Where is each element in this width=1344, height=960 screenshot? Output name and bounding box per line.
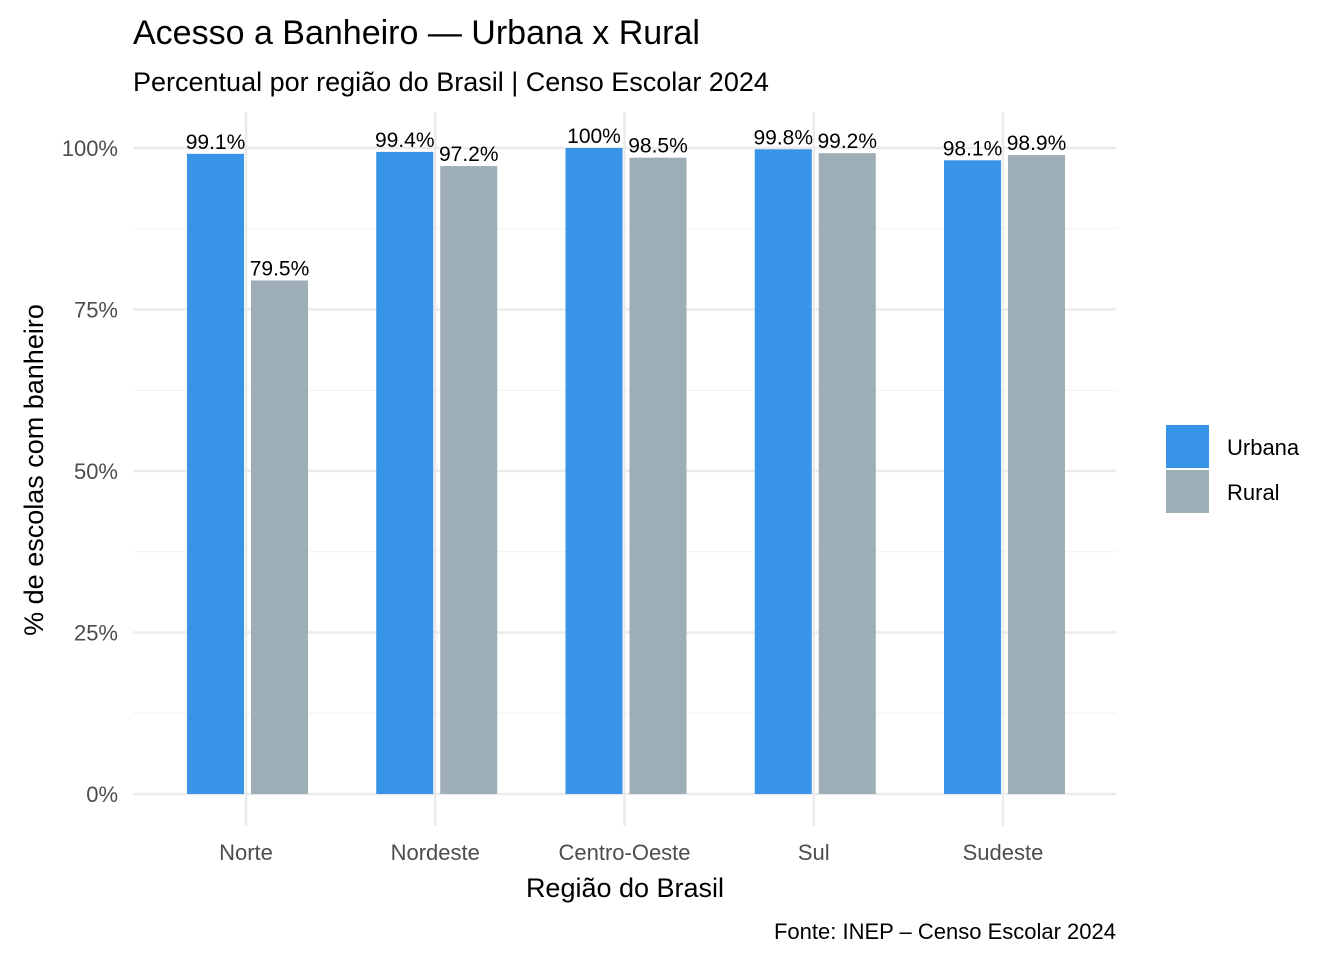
data-label: 98.1% [943,137,1003,160]
bars: 99.1% 99.4% 100% 99.8% 98.1% 79.5% 97.2% 98.5% 9… [186,125,1067,795]
x-axis-ticks: Norte Nordeste Centro-Oeste Sul Sudeste [219,840,1043,865]
bar-urbana-sudeste [944,160,1001,795]
data-label: 99.2% [817,130,877,153]
y-axis-title: % de escolas com banheiro [19,304,49,636]
bar-rural-norte [251,280,308,794]
x-tick-label: Centro-Oeste [558,840,690,865]
y-tick-label: 0% [86,782,118,807]
bar-urbana-norte [187,153,244,795]
x-tick-label: Sul [798,840,830,865]
bar-rural-nordeste [440,166,498,794]
x-tick-label: Nordeste [391,840,480,865]
legend-label: Rural [1227,480,1280,505]
data-label: 99.4% [375,129,435,152]
legend-label: Urbana [1227,435,1300,460]
bar-rural-centro-oeste [629,157,687,794]
legend: Urbana Rural [1166,425,1300,513]
y-tick-label: 50% [74,459,118,484]
data-label: 100% [567,125,621,148]
y-tick-label: 100% [62,136,118,161]
data-label: 98.5% [628,135,688,158]
x-tick-label: Norte [219,840,273,865]
data-label: 99.8% [753,126,813,149]
data-label: 97.2% [439,143,499,166]
bar-rural-sul [818,153,876,795]
bar-urbana-nordeste [376,151,434,795]
bar-urbana-centro-oeste [565,148,623,794]
bar-urbana-sul [754,149,812,795]
chart-subtitle: Percentual por região do Brasil | Censo … [133,67,769,97]
legend-key-rural [1166,470,1209,513]
y-tick-label: 25% [74,621,118,646]
data-label: 99.1% [186,131,246,154]
chart-title: Acesso a Banheiro — Urbana x Rural [133,14,700,52]
y-axis-ticks: 0% 25% 50% 75% 100% [62,136,118,807]
data-label: 79.5% [250,257,310,280]
chart-caption: Fonte: INEP – Censo Escolar 2024 [774,919,1116,944]
legend-key-urbana [1166,425,1209,468]
x-axis-title: Região do Brasil [526,873,724,903]
x-tick-label: Sudeste [963,840,1044,865]
bar-rural-sudeste [1008,155,1065,794]
y-tick-label: 75% [74,298,118,323]
data-label: 98.9% [1007,132,1067,155]
